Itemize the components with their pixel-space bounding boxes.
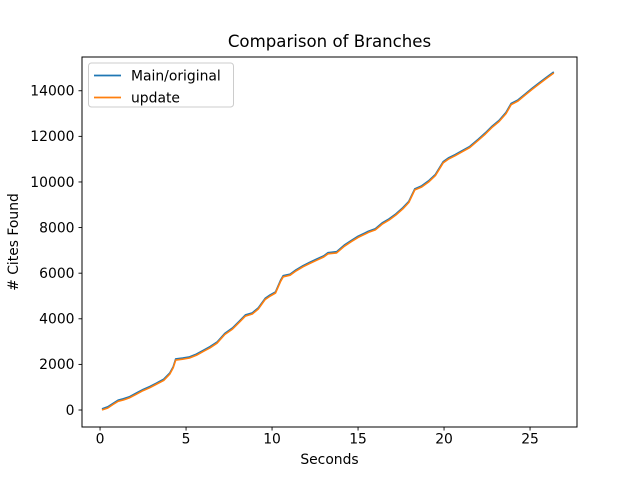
legend-label-main-original: Main/original	[131, 69, 221, 85]
x-tick-label: 5	[182, 432, 191, 448]
chart-title: Comparison of Branches	[228, 32, 431, 51]
series-line-update	[101, 72, 555, 411]
y-tick-label: 10000	[30, 175, 74, 191]
legend-label-update: update	[131, 91, 180, 107]
plot-border	[81, 56, 578, 428]
y-tick-label: 14000	[30, 84, 74, 100]
x-axis-ticks: 0 5 10 15 20 25	[96, 427, 539, 448]
y-tick-label: 12000	[30, 129, 74, 145]
x-axis-label: Seconds	[300, 452, 358, 468]
x-tick-label: 25	[521, 432, 539, 448]
x-tick-label: 10	[263, 432, 281, 448]
series-line-main-original	[101, 71, 555, 410]
x-tick-label: 20	[435, 432, 453, 448]
y-tick-label: 4000	[39, 312, 74, 328]
legend: Main/original update	[88, 62, 234, 108]
y-axis-ticks: 0 2000 4000 6000 8000 10000 12000 14000	[30, 84, 82, 419]
legend-box	[88, 62, 234, 108]
x-tick-label: 15	[349, 432, 367, 448]
y-tick-label: 2000	[39, 357, 74, 373]
y-tick-label: 8000	[39, 220, 74, 236]
y-tick-label: 6000	[39, 266, 74, 282]
x-tick-label: 0	[96, 432, 105, 448]
series-lines	[101, 71, 555, 411]
y-axis-label: # Cites Found	[6, 193, 22, 291]
y-tick-label: 0	[66, 403, 75, 419]
